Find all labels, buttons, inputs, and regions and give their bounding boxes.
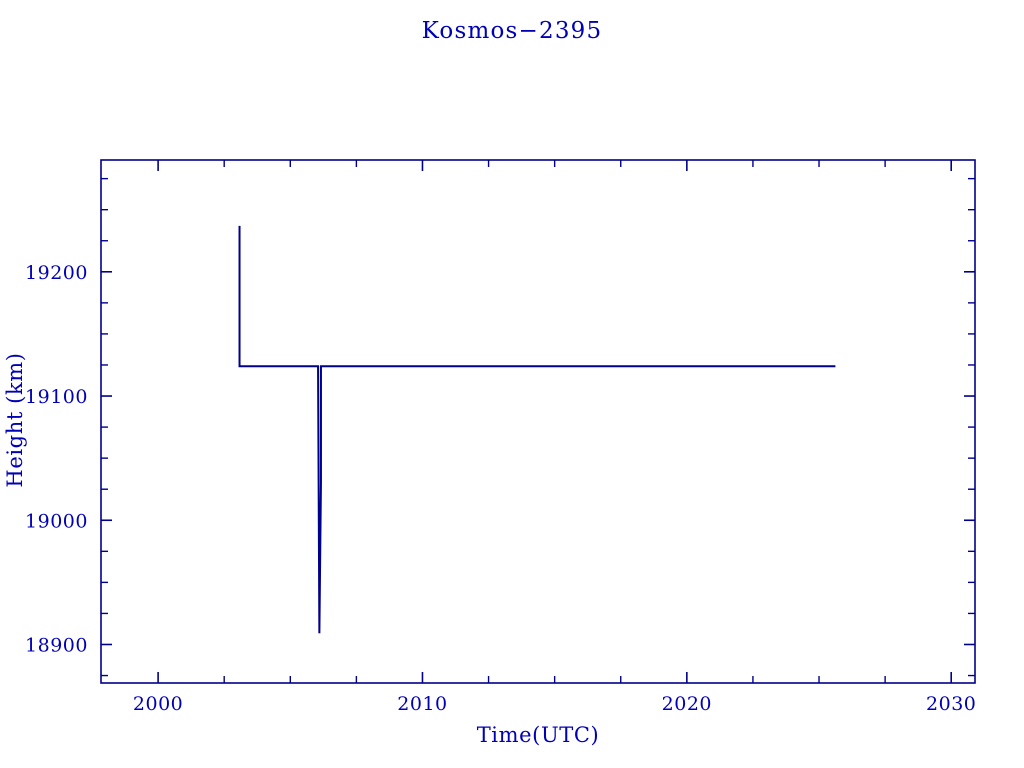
major-tick-marks [101,160,975,683]
tick-labels: 2000 2010 2020 2030 18900 19000 19100 19200 [25,262,976,715]
x-tick-label: 2010 [397,693,447,715]
y-tick-label: 19200 [25,262,88,284]
y-tick-label: 18900 [25,634,88,656]
data-series-line [238,225,836,634]
chart-title: Kosmos−2395 [422,18,603,44]
x-tick-label: 2020 [662,693,712,715]
x-tick-label: 2030 [926,693,976,715]
y-axis-label: Height (km) [3,352,27,487]
minor-tick-marks [101,160,975,683]
x-axis-label: Time(UTC) [477,723,600,747]
plot-frame [100,159,976,684]
x-tick-label: 2000 [133,693,183,715]
y-tick-label: 19000 [25,510,88,532]
data-series-group [238,225,836,634]
y-tick-label: 19100 [25,386,88,408]
